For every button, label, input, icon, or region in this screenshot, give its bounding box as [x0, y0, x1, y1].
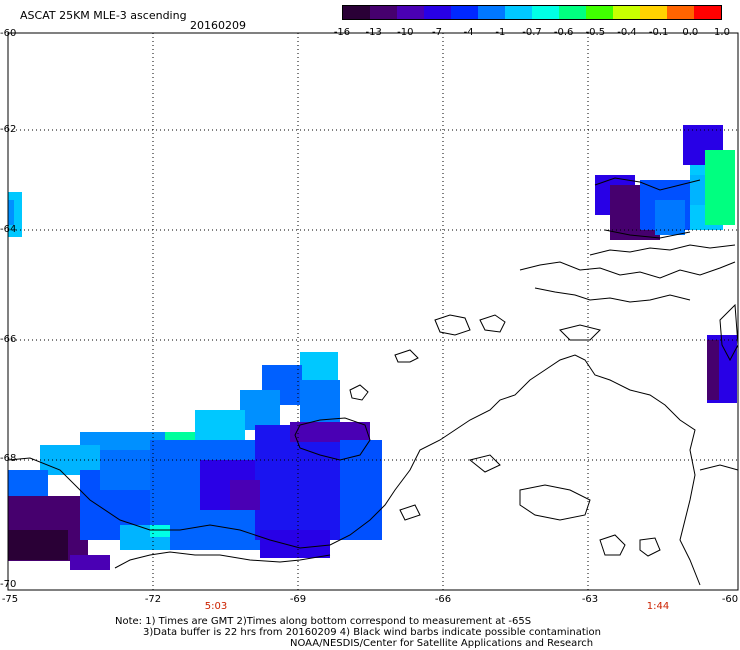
data-swath-west	[8, 352, 382, 570]
colorbar	[342, 5, 722, 20]
lon-label-72: -72	[144, 594, 162, 605]
colorbar-segment-1	[370, 6, 397, 19]
grid-lines	[8, 33, 738, 590]
map-date: 20160209	[190, 19, 246, 32]
colorbar-segment-0	[343, 6, 370, 19]
colorbar-segment-4	[451, 6, 478, 19]
colorbar-segment-5	[478, 6, 505, 19]
colorbar-label-4: -4	[463, 27, 474, 38]
colorbar-label-12: 1.0	[714, 27, 730, 38]
map-frame	[7, 32, 739, 591]
lon-label-60: -60	[721, 594, 739, 605]
note-line-3: NOAA/NESDIS/Center for Satellite Applica…	[290, 638, 594, 649]
colorbar-label-1: -13	[365, 27, 382, 38]
lon-label-75: -75	[1, 594, 19, 605]
colorbar-label-10: -0.1	[648, 27, 669, 38]
colorbar-segment-11	[640, 6, 667, 19]
map-title: ASCAT 25KM MLE-3 ascending	[20, 9, 187, 22]
colorbar-label-2: -10	[397, 27, 414, 38]
lat-label-68: -68	[0, 453, 17, 464]
colorbar-label-6: -0.7	[522, 27, 542, 38]
colorbar-segment-10	[613, 6, 640, 19]
lat-label-64: -64	[0, 224, 17, 235]
colorbar-label-3: -7	[432, 27, 442, 38]
lon-label-66: -66	[434, 594, 452, 605]
lat-label-60: -60	[0, 28, 17, 39]
lon-label-69: -69	[289, 594, 307, 605]
colorbar-segment-3	[424, 6, 451, 19]
colorbar-segment-9	[586, 6, 613, 19]
coastline	[7, 177, 739, 586]
lat-label-66: -66	[0, 334, 17, 345]
colorbar-label-9: -0.4	[617, 27, 637, 38]
lon-label-63: -63	[581, 594, 599, 605]
colorbar-segment-8	[559, 6, 586, 19]
colorbar-segment-2	[397, 6, 424, 19]
colorbar-segment-13	[694, 6, 721, 19]
note-line-2: 3)Data buffer is 22 hrs from 20160209 4)…	[143, 627, 601, 638]
colorbar-label-11: 0.0	[682, 27, 699, 38]
colorbar-segment-6	[505, 6, 532, 19]
lat-label-70: -70	[0, 579, 17, 590]
colorbar-label-7: -0.6	[553, 27, 574, 38]
lat-label-62: -62	[0, 124, 17, 135]
colorbar-segment-12	[667, 6, 694, 19]
colorbar-label-5: -1	[495, 27, 506, 38]
data-swath-east	[8, 125, 737, 403]
colorbar-segment-7	[532, 6, 559, 19]
time-label-right: 1:44	[646, 601, 670, 612]
time-label-left: 5:03	[204, 601, 228, 612]
colorbar-label-8: -0.5	[585, 27, 606, 38]
note-line-1: Note: 1) Times are GMT 2)Times along bot…	[115, 616, 532, 627]
colorbar-label-0: -16	[333, 27, 351, 38]
